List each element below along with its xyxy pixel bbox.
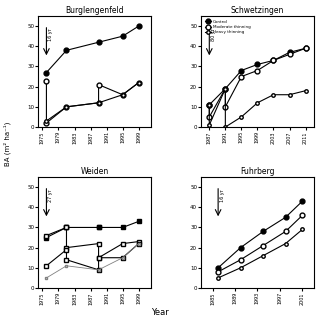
Text: Year: Year bbox=[151, 308, 169, 317]
Title: Schwetzingen: Schwetzingen bbox=[231, 6, 284, 15]
Text: 80 yr: 80 yr bbox=[211, 28, 215, 41]
Text: 16 yr: 16 yr bbox=[220, 189, 225, 202]
Title: Burglengenfeld: Burglengenfeld bbox=[65, 6, 124, 15]
Text: 16 yr: 16 yr bbox=[48, 28, 52, 41]
Title: Fuhrberg: Fuhrberg bbox=[240, 167, 275, 176]
Text: 27 yr: 27 yr bbox=[48, 189, 52, 202]
Legend: Control, Moderate thinning, Heavy thinning: Control, Moderate thinning, Heavy thinni… bbox=[203, 18, 252, 36]
Text: BA (m² ha⁻¹): BA (m² ha⁻¹) bbox=[3, 122, 11, 166]
Title: Weiden: Weiden bbox=[80, 167, 109, 176]
